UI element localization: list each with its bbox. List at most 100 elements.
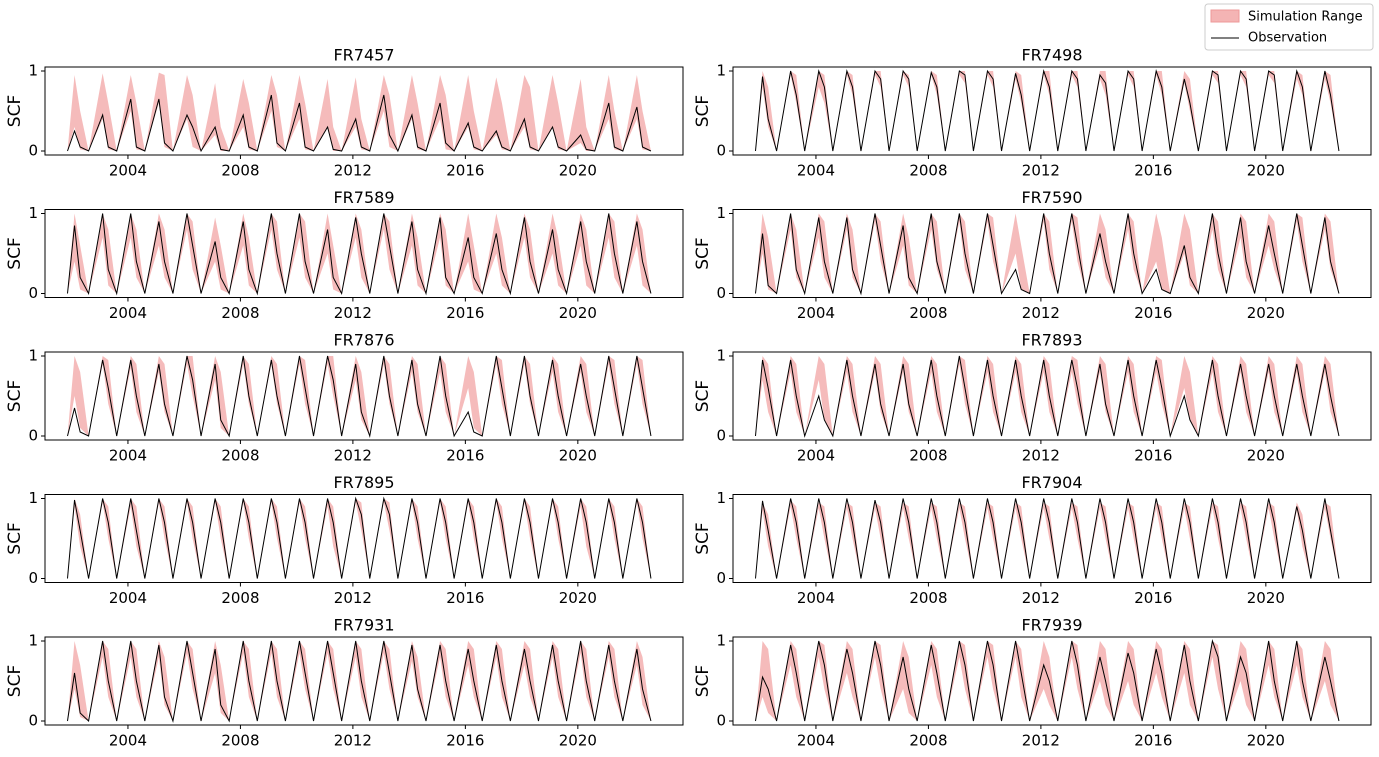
x-tick-label: 2008 bbox=[909, 447, 947, 465]
axes-frame bbox=[732, 66, 1372, 156]
simulation-range bbox=[755, 641, 1339, 721]
x-tick-label: 2020 bbox=[1247, 304, 1285, 322]
y-tick-label: 1 bbox=[28, 489, 38, 507]
x-tick-label: 2016 bbox=[1134, 589, 1172, 607]
x-tick-label: 2012 bbox=[334, 589, 372, 607]
x-tick-label: 2008 bbox=[221, 447, 259, 465]
x-tick-label: 2020 bbox=[559, 447, 597, 465]
x-tick-label: 2012 bbox=[334, 162, 372, 180]
x-tick-label: 2004 bbox=[797, 589, 835, 607]
y-tick-label: 1 bbox=[716, 347, 726, 365]
x-tick-label: 2012 bbox=[1022, 162, 1060, 180]
x-tick-label: 2012 bbox=[1022, 447, 1060, 465]
x-tick-label: 2008 bbox=[909, 732, 947, 750]
y-tick-label: 1 bbox=[716, 632, 726, 650]
simulation-range bbox=[67, 498, 651, 579]
chart-title: FR7590 bbox=[1021, 188, 1082, 207]
observation-line bbox=[754, 213, 1340, 296]
x-tick-label: 2020 bbox=[1247, 447, 1285, 465]
axes-frame bbox=[44, 209, 684, 298]
y-axis-label: SCF bbox=[693, 665, 713, 697]
x-tick-label: 2008 bbox=[909, 304, 947, 322]
x-tick-label: 2008 bbox=[221, 304, 259, 322]
y-tick-label: 1 bbox=[716, 62, 726, 80]
x-tick-label: 2008 bbox=[221, 162, 259, 180]
simulation-range bbox=[755, 71, 1339, 151]
x-tick-label: 2004 bbox=[109, 732, 147, 750]
y-axis-label: SCF bbox=[5, 237, 25, 269]
chart-title: FR7931 bbox=[333, 616, 394, 635]
axes-frame bbox=[732, 209, 1372, 298]
x-tick-label: 2004 bbox=[797, 732, 835, 750]
chart-title: FR7893 bbox=[1021, 331, 1082, 350]
x-tick-label: 2016 bbox=[446, 162, 484, 180]
y-axis-label: SCF bbox=[5, 380, 25, 412]
x-tick-label: 2020 bbox=[559, 732, 597, 750]
chart-title: FR7939 bbox=[1021, 616, 1082, 635]
axes-frame bbox=[44, 636, 684, 726]
observation-line bbox=[67, 94, 652, 153]
x-tick-label: 2016 bbox=[446, 304, 484, 322]
x-tick-label: 2012 bbox=[334, 732, 372, 750]
y-tick-label: 1 bbox=[716, 204, 726, 222]
y-tick-label: 0 bbox=[28, 284, 38, 302]
x-tick-label: 2004 bbox=[109, 447, 147, 465]
x-tick-label: 2016 bbox=[1134, 162, 1172, 180]
y-axis-label: SCF bbox=[693, 522, 713, 554]
chart-title: FR7904 bbox=[1021, 473, 1082, 492]
simulation-range bbox=[755, 500, 1339, 579]
simulation-range bbox=[67, 72, 651, 151]
chart-title: FR7498 bbox=[1021, 46, 1082, 65]
x-tick-label: 2016 bbox=[446, 447, 484, 465]
x-tick-label: 2016 bbox=[1134, 732, 1172, 750]
x-tick-label: 2004 bbox=[109, 589, 147, 607]
y-axis-label: SCF bbox=[5, 522, 25, 554]
x-tick-label: 2012 bbox=[334, 304, 372, 322]
observation-line bbox=[754, 69, 1340, 152]
x-tick-label: 2012 bbox=[1022, 304, 1060, 322]
y-tick-label: 1 bbox=[28, 632, 38, 650]
x-tick-label: 2012 bbox=[1022, 732, 1060, 750]
x-tick-label: 2004 bbox=[109, 162, 147, 180]
x-tick-label: 2008 bbox=[909, 162, 947, 180]
simulation-range bbox=[755, 356, 1339, 436]
observation-line bbox=[66, 640, 652, 723]
y-tick-label: 0 bbox=[28, 142, 38, 160]
observation-line bbox=[67, 355, 652, 438]
axes-frame bbox=[44, 494, 684, 583]
x-tick-label: 2016 bbox=[446, 732, 484, 750]
y-tick-label: 0 bbox=[28, 712, 38, 730]
chart-title: FR7895 bbox=[333, 473, 394, 492]
y-tick-label: 0 bbox=[28, 569, 38, 587]
chart-title: FR7589 bbox=[333, 188, 394, 207]
axes-frame bbox=[44, 66, 684, 156]
x-tick-label: 2020 bbox=[559, 589, 597, 607]
legend-label: Observation bbox=[1248, 31, 1327, 46]
y-tick-label: 0 bbox=[716, 569, 726, 587]
observation-line bbox=[755, 639, 1340, 722]
y-axis-label: SCF bbox=[693, 237, 713, 269]
observation-line bbox=[66, 496, 652, 579]
x-tick-label: 2012 bbox=[1022, 589, 1060, 607]
simulation-range bbox=[67, 641, 651, 721]
observation-line bbox=[66, 213, 652, 296]
y-tick-label: 0 bbox=[716, 712, 726, 730]
legend-box bbox=[1204, 3, 1374, 51]
x-tick-label: 2020 bbox=[1247, 589, 1285, 607]
x-tick-label: 2008 bbox=[221, 589, 259, 607]
x-tick-label: 2020 bbox=[559, 304, 597, 322]
y-axis-label: SCF bbox=[693, 95, 713, 127]
x-tick-label: 2004 bbox=[797, 162, 835, 180]
y-axis-label: SCF bbox=[5, 665, 25, 697]
legend-label: Simulation Range bbox=[1248, 10, 1363, 25]
x-tick-label: 2004 bbox=[797, 447, 835, 465]
axes-frame bbox=[732, 351, 1372, 441]
x-tick-label: 2012 bbox=[334, 447, 372, 465]
y-tick-label: 0 bbox=[716, 284, 726, 302]
x-tick-label: 2020 bbox=[559, 162, 597, 180]
y-tick-label: 1 bbox=[716, 489, 726, 507]
y-tick-label: 1 bbox=[28, 347, 38, 365]
x-tick-label: 2004 bbox=[797, 304, 835, 322]
chart-title: FR7457 bbox=[333, 46, 394, 65]
